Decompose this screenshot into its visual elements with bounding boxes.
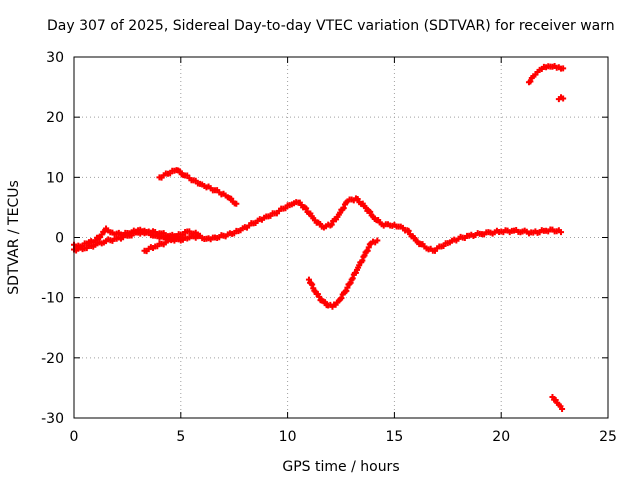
data-point	[347, 279, 354, 286]
data-point	[344, 284, 351, 291]
data-point	[228, 195, 235, 202]
x-tick-label: 5	[176, 429, 185, 445]
x-tick-label: 15	[385, 429, 403, 445]
axis-ticks: 0 5 10 15 20 25 -30 -20 -10 0 10 20 30	[41, 50, 617, 445]
data-point	[560, 65, 567, 72]
data-point	[316, 293, 323, 300]
data-point	[365, 244, 372, 251]
y-tick-label: 20	[46, 110, 64, 126]
data-point	[321, 299, 328, 306]
y-tick-label: 30	[46, 50, 64, 66]
data-point	[527, 78, 534, 85]
data-point	[343, 287, 350, 294]
y-tick-label: -30	[41, 411, 64, 427]
chart-title: Day 307 of 2025, Sidereal Day-to-day VTE…	[47, 18, 615, 34]
data-point	[194, 231, 201, 238]
data-point	[560, 95, 567, 102]
data-point	[328, 221, 335, 228]
data-point	[101, 228, 108, 235]
x-axis-label: GPS time / hours	[282, 459, 399, 475]
x-tick-label: 25	[599, 429, 617, 445]
data-point	[305, 276, 312, 283]
data-point	[367, 208, 374, 215]
data-point	[361, 252, 368, 259]
data-point	[303, 205, 310, 212]
x-tick-label: 10	[279, 429, 297, 445]
data-point	[233, 200, 240, 207]
x-tick-label: 20	[492, 429, 510, 445]
data-point	[364, 247, 371, 254]
data-point	[405, 227, 412, 234]
data-point	[349, 275, 356, 282]
y-axis-label: SDTVAR / TECUs	[6, 180, 22, 295]
y-tick-label: 0	[55, 231, 64, 247]
x-tick-label: 0	[70, 429, 79, 445]
y-tick-label: 10	[46, 170, 64, 186]
data-point	[559, 405, 566, 412]
data-point	[354, 195, 361, 202]
data-point	[340, 205, 347, 212]
data-series	[71, 63, 567, 412]
data-point	[374, 237, 381, 244]
y-tick-label: -20	[41, 351, 64, 367]
y-tick-label: -10	[41, 291, 64, 307]
grid-lines	[74, 57, 608, 418]
data-point	[359, 257, 366, 264]
data-point	[338, 295, 345, 302]
data-point	[558, 229, 565, 236]
data-point	[309, 281, 316, 288]
